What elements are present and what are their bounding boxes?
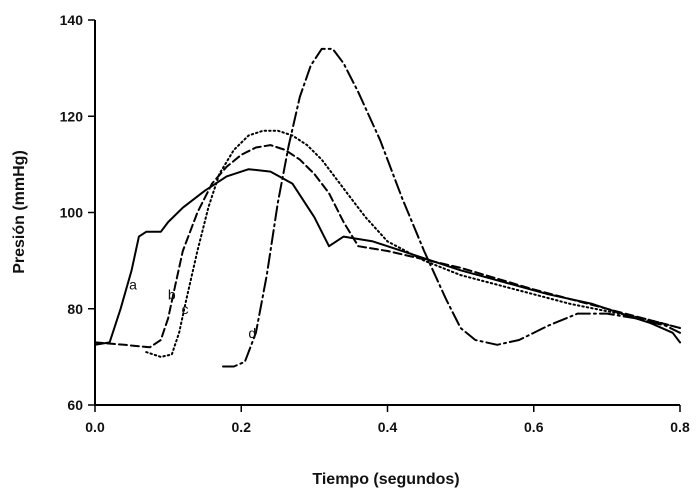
y-axis-title: Presión (mmHg) — [11, 150, 28, 274]
plot-area: 0.0 0.2 0.4 0.6 0.8 60 80 100 120 140 a bc d — [60, 12, 690, 435]
x-axis-title: Tiempo (segundos) — [312, 471, 459, 488]
series-line-c — [145, 129, 681, 358]
y-tick-label: 80 — [67, 301, 83, 317]
x-tick-label: 0.6 — [524, 419, 544, 435]
y-tick-label: 60 — [67, 397, 83, 413]
x-tick-label: 0.8 — [670, 419, 690, 435]
x-tick-label: 0.4 — [378, 419, 398, 435]
y-tick-label: 100 — [60, 205, 84, 221]
series-labels: a bc d — [129, 277, 256, 341]
x-tick-label: 0.2 — [232, 419, 252, 435]
y-tick-label: 140 — [60, 12, 84, 28]
y-tick-label: 120 — [60, 108, 84, 124]
series-line-b — [94, 144, 681, 349]
series-label-a: a — [129, 277, 137, 293]
y-axis-ticks: 60 80 100 120 140 — [60, 12, 95, 413]
series-label-c: c — [181, 301, 188, 317]
x-axis-ticks: 0.0 0.2 0.4 0.6 0.8 — [85, 405, 690, 435]
series-label-d: d — [248, 325, 256, 341]
series-lines — [94, 47, 681, 368]
series-line-d — [222, 47, 681, 368]
series-label-b: b — [168, 286, 176, 302]
x-tick-label: 0.0 — [85, 419, 105, 435]
